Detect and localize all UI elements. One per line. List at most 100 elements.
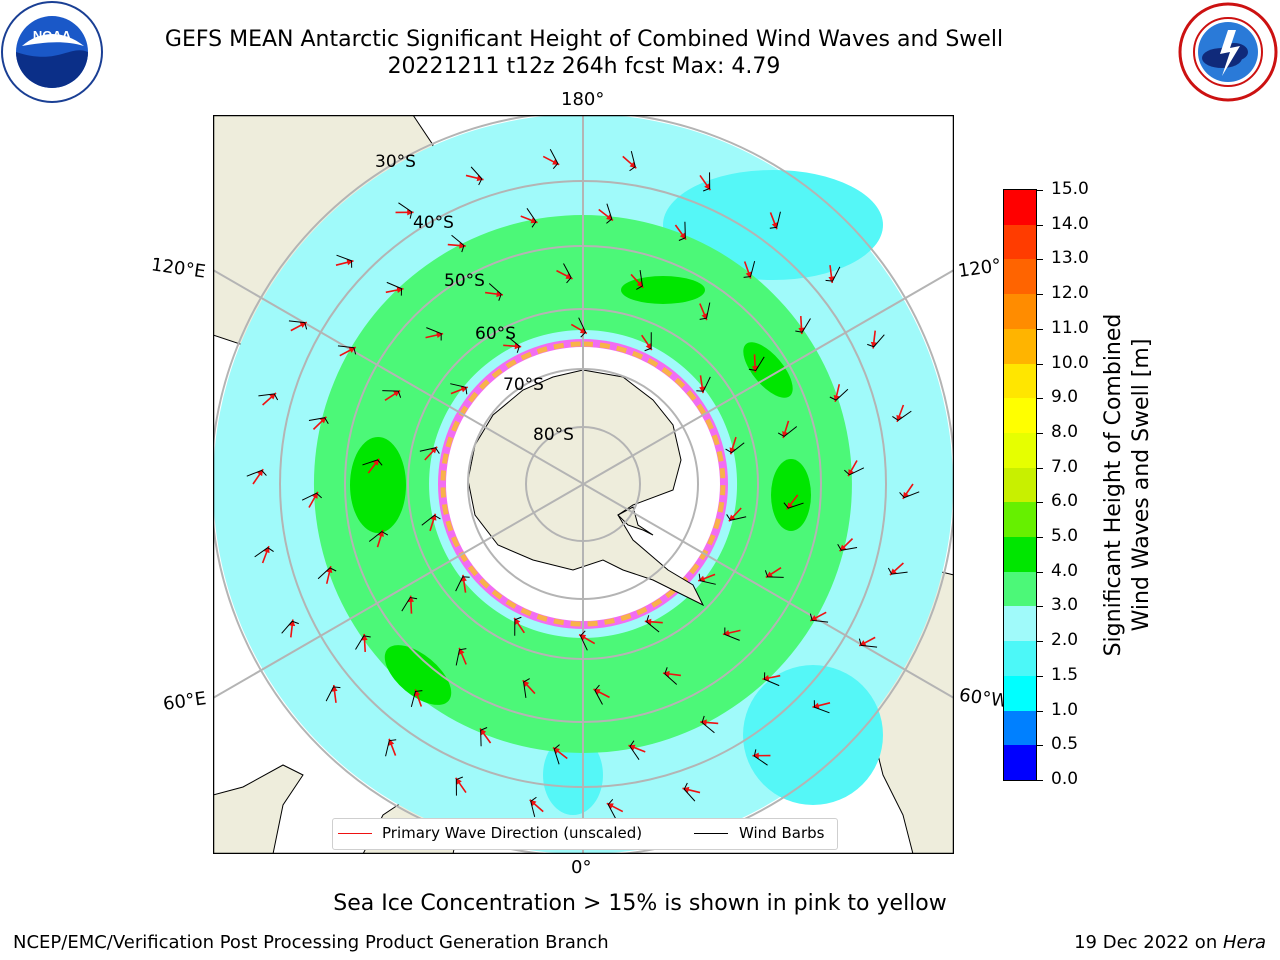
date-text: 19 Dec 2022 on Hera [1074, 932, 1266, 953]
wind-barb [382, 390, 402, 398]
antarctic-peninsula [617, 506, 654, 536]
lon-label-0: 0° [571, 857, 592, 878]
wave-direction-arrowhead [361, 633, 368, 641]
wind-barb [514, 616, 522, 636]
wind-barb [401, 596, 418, 612]
colorbar-band [1004, 294, 1036, 329]
forecast-subtitle: 20221211 t12z 264h fcst Max: 4.79 [387, 54, 781, 79]
colorbar-band [1004, 641, 1036, 676]
colorbar-band [1004, 710, 1036, 746]
colorbar-title-line2: Wind Waves and Swell [m] [1129, 338, 1154, 632]
lat-label-50s: 50°S [444, 271, 485, 291]
wind-barb [702, 172, 711, 192]
colorbar-band [1004, 675, 1036, 711]
map-legend: Primary Wave Direction (unscaled) Wind B… [332, 818, 838, 850]
wind-barb [678, 221, 686, 241]
colorbar-tick [1036, 190, 1043, 191]
wind-barb [837, 544, 858, 551]
wind-barbs-swatch [694, 833, 728, 834]
wind-barb [664, 667, 678, 685]
colorbar-band [1004, 328, 1036, 364]
wave-band-4-5m-c [621, 276, 705, 304]
colorbar-tick [1036, 363, 1043, 365]
colorbar-tick-label: 0.5 [1051, 734, 1079, 755]
colorbar-tick-label: 6.0 [1051, 491, 1079, 512]
wave-direction-arrowhead [828, 276, 835, 284]
polar-map-panel: 30°S 40°S 50°S 60°S 70°S 80°S Primary Wa… [213, 115, 954, 854]
map-title: GEFS MEAN Antarctic Significant Height o… [164, 27, 1004, 52]
wind-barb [578, 317, 587, 338]
colorbar-band [1004, 224, 1036, 260]
colorbar-tick [1036, 432, 1043, 434]
credit-text: NCEP/EMC/Verification Post Processing Pr… [13, 932, 609, 953]
wind-barb [450, 383, 468, 395]
colorbar-tick-label: 3.0 [1051, 595, 1079, 616]
colorbar-tick [1036, 398, 1043, 400]
wind-barb [629, 151, 636, 172]
polar-map [213, 115, 954, 854]
wind-barb [419, 447, 440, 454]
sea-ice-orange [440, 341, 726, 627]
wind-barb [421, 514, 441, 526]
wind-barb [398, 202, 413, 219]
machine-name: Hera [1222, 932, 1266, 953]
wind-barb [362, 459, 383, 466]
wind-barb [795, 318, 811, 333]
wave-direction-arrowhead [407, 595, 414, 603]
colorbar-tick-label: 7.0 [1051, 456, 1079, 477]
wind-barb [813, 700, 830, 714]
colorbar-tick [1036, 224, 1043, 226]
wind-barb [753, 749, 768, 766]
wind-barb [337, 345, 357, 355]
colorbar-band [1004, 571, 1036, 607]
wave-direction-swatch [338, 833, 372, 834]
wind-barb [530, 796, 537, 817]
colorbar-tick [1036, 328, 1043, 330]
colorbar-band [1004, 745, 1036, 780]
colorbar-tick-label: 0.0 [1051, 769, 1079, 789]
wind-barb [809, 613, 829, 623]
colorbar-band [1004, 467, 1036, 503]
wind-barb [699, 302, 711, 320]
colorbar-tick [1036, 537, 1043, 539]
colorbar-tick-label: 4.0 [1051, 560, 1079, 581]
wind-barb [844, 467, 865, 476]
wind-barb [899, 491, 920, 499]
date-value: 19 Dec 2022 on [1074, 932, 1223, 953]
lat-label-40s: 40°S [413, 213, 454, 233]
wind-barb [724, 627, 740, 641]
wind-barb [743, 260, 756, 278]
colorbar-tick [1036, 745, 1043, 747]
wind-barb [368, 530, 389, 542]
wind-barb [777, 426, 798, 438]
colorbar-band [1004, 259, 1036, 295]
wave-direction-arrowhead [407, 209, 414, 216]
wave-band-3-4m [313, 215, 852, 753]
colorbar-tick [1036, 710, 1043, 712]
wind-barb [701, 715, 715, 734]
wind-barb [829, 388, 849, 401]
lon-label-120e: 120°E [149, 254, 207, 283]
noaa-logo-text: NOAA [33, 28, 72, 43]
wind-barb [579, 630, 588, 651]
noaa-logo: NOAA [1, 1, 103, 103]
wind-barb [410, 690, 423, 708]
wind-barb [488, 283, 502, 301]
wave-direction-arrowhead [752, 752, 759, 759]
wave-direction-arrowhead [700, 719, 707, 726]
sea-ice-note: Sea Ice Concentration > 15% is shown in … [333, 891, 947, 916]
wind-barb [769, 211, 781, 229]
wind-barb [553, 744, 560, 765]
wave-band-4-5m-a [350, 437, 406, 533]
swell-patch-indian [543, 735, 603, 815]
wind-barb [763, 672, 780, 687]
wind-barb [455, 576, 470, 592]
nws-logo [1178, 2, 1278, 102]
lat-label-60s: 60°S [475, 324, 516, 344]
colorbar-tick-label: 12.0 [1051, 283, 1089, 304]
colorbar-tick [1036, 502, 1043, 504]
wind-barb [301, 492, 322, 501]
wave-band-4-5m-d [743, 342, 793, 398]
colorbar-tick [1036, 641, 1043, 643]
wind-barb [636, 270, 643, 290]
